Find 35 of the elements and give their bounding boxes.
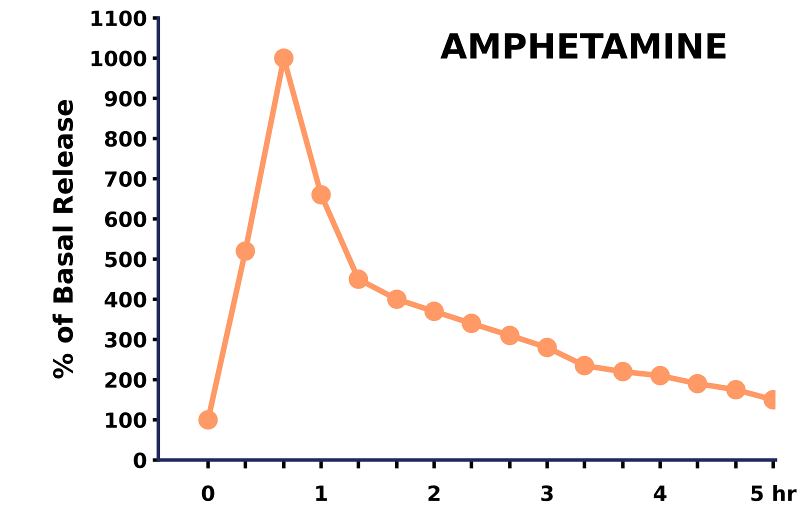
y-tick-label: 100 xyxy=(106,412,146,428)
point xyxy=(613,362,633,382)
y-tick-label: 400 xyxy=(104,292,146,308)
point xyxy=(236,241,256,261)
y-tick-label: 800 xyxy=(105,131,146,147)
point xyxy=(198,410,218,430)
point xyxy=(462,314,482,334)
y-tick-label: 900 xyxy=(104,90,146,107)
point xyxy=(387,290,407,310)
point xyxy=(688,374,708,394)
point xyxy=(537,338,557,358)
y-tick-label: 0 xyxy=(134,452,146,468)
x-tick-label: 2 xyxy=(428,485,440,501)
point xyxy=(348,269,368,289)
x-tick-label: 3 xyxy=(541,485,553,502)
y-tick-label: 700 xyxy=(105,171,146,187)
x-tick-label: 4 xyxy=(654,486,666,501)
x-tick-label: 0 xyxy=(202,485,214,502)
point xyxy=(424,302,444,322)
y-tick-label: 200 xyxy=(105,372,146,388)
point xyxy=(650,366,670,386)
point xyxy=(274,48,294,68)
y-tick-label: 300 xyxy=(105,332,146,348)
chart-title: AMPHETAMINE xyxy=(440,33,726,59)
y-tick-label: 600 xyxy=(105,211,146,228)
y-axis-title: % of Basal Release xyxy=(52,100,74,378)
x-tick-label: 5 hr xyxy=(751,485,797,502)
x-tick-label: 1 xyxy=(316,486,327,501)
point xyxy=(726,380,746,400)
point xyxy=(574,356,594,376)
y-tick-label: 1100 xyxy=(92,10,146,26)
y-tick-label: 1000 xyxy=(92,50,146,66)
point xyxy=(500,326,520,346)
y-tick-label: 500 xyxy=(105,252,146,268)
point xyxy=(311,185,331,205)
